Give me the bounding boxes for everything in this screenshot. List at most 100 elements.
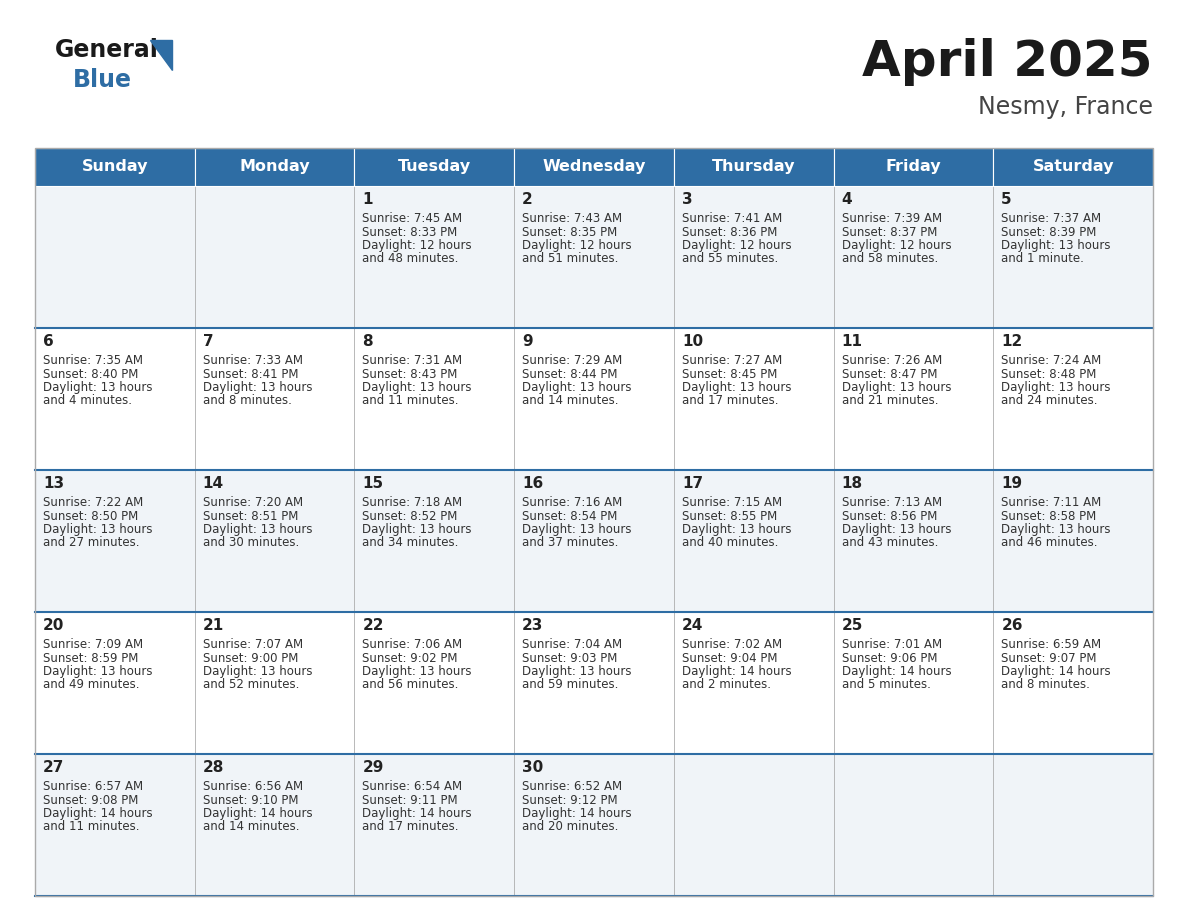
Text: and 27 minutes.: and 27 minutes.	[43, 536, 139, 550]
Bar	[834, 148, 993, 186]
Text: Daylight: 13 hours: Daylight: 13 hours	[523, 381, 632, 394]
Text: Sunset: 8:51 PM: Sunset: 8:51 PM	[203, 509, 298, 522]
Text: and 5 minutes.: and 5 minutes.	[841, 678, 930, 691]
Bar	[674, 328, 834, 470]
Text: Sunset: 8:35 PM: Sunset: 8:35 PM	[523, 226, 618, 239]
Text: Saturday: Saturday	[1032, 160, 1114, 174]
Text: and 55 minutes.: and 55 minutes.	[682, 252, 778, 265]
Text: Daylight: 13 hours: Daylight: 13 hours	[1001, 523, 1111, 536]
Text: and 14 minutes.: and 14 minutes.	[203, 821, 299, 834]
Text: 16: 16	[523, 476, 543, 491]
Text: Sunrise: 7:45 AM: Sunrise: 7:45 AM	[362, 212, 462, 225]
Text: Sunset: 8:50 PM: Sunset: 8:50 PM	[43, 509, 138, 522]
Text: Daylight: 13 hours: Daylight: 13 hours	[682, 523, 791, 536]
Text: Sunrise: 7:37 AM: Sunrise: 7:37 AM	[1001, 212, 1101, 225]
Text: Sunset: 8:59 PM: Sunset: 8:59 PM	[43, 652, 138, 665]
Text: 18: 18	[841, 476, 862, 491]
Text: 9: 9	[523, 334, 532, 349]
Text: 25: 25	[841, 618, 862, 633]
Text: Sunset: 8:41 PM: Sunset: 8:41 PM	[203, 367, 298, 380]
Bar	[514, 148, 674, 186]
Bar	[514, 754, 674, 896]
Bar	[674, 470, 834, 612]
Text: Sunrise: 7:26 AM: Sunrise: 7:26 AM	[841, 354, 942, 367]
Text: and 2 minutes.: and 2 minutes.	[682, 678, 771, 691]
Bar	[195, 754, 354, 896]
Text: and 49 minutes.: and 49 minutes.	[43, 678, 139, 691]
Text: 26: 26	[1001, 618, 1023, 633]
Text: Sunset: 8:37 PM: Sunset: 8:37 PM	[841, 226, 937, 239]
Text: Daylight: 13 hours: Daylight: 13 hours	[523, 665, 632, 678]
Text: Daylight: 13 hours: Daylight: 13 hours	[203, 523, 312, 536]
Bar	[354, 754, 514, 896]
Text: and 17 minutes.: and 17 minutes.	[362, 821, 459, 834]
Text: Sunset: 8:56 PM: Sunset: 8:56 PM	[841, 509, 937, 522]
Text: Daylight: 14 hours: Daylight: 14 hours	[841, 665, 952, 678]
Text: Sunset: 9:02 PM: Sunset: 9:02 PM	[362, 652, 457, 665]
Text: and 51 minutes.: and 51 minutes.	[523, 252, 619, 265]
Bar	[195, 470, 354, 612]
Text: 15: 15	[362, 476, 384, 491]
Text: Daylight: 14 hours: Daylight: 14 hours	[523, 807, 632, 820]
Text: 3: 3	[682, 192, 693, 207]
Text: Sunrise: 7:24 AM: Sunrise: 7:24 AM	[1001, 354, 1101, 367]
Text: Wednesday: Wednesday	[542, 160, 646, 174]
Text: Sunset: 8:54 PM: Sunset: 8:54 PM	[523, 509, 618, 522]
Text: 8: 8	[362, 334, 373, 349]
Text: Sunrise: 7:18 AM: Sunrise: 7:18 AM	[362, 496, 462, 509]
Text: 6: 6	[43, 334, 53, 349]
Bar	[993, 328, 1154, 470]
Bar	[514, 186, 674, 328]
Text: and 37 minutes.: and 37 minutes.	[523, 536, 619, 550]
Text: and 52 minutes.: and 52 minutes.	[203, 678, 299, 691]
Text: Daylight: 13 hours: Daylight: 13 hours	[203, 665, 312, 678]
Bar	[34, 186, 195, 328]
Text: Sunset: 9:06 PM: Sunset: 9:06 PM	[841, 652, 937, 665]
Bar	[993, 470, 1154, 612]
Text: Sunset: 9:03 PM: Sunset: 9:03 PM	[523, 652, 618, 665]
Text: Daylight: 14 hours: Daylight: 14 hours	[362, 807, 472, 820]
Text: Daylight: 12 hours: Daylight: 12 hours	[362, 239, 472, 252]
Text: Daylight: 12 hours: Daylight: 12 hours	[841, 239, 952, 252]
Text: Daylight: 14 hours: Daylight: 14 hours	[43, 807, 152, 820]
Text: Sunset: 8:40 PM: Sunset: 8:40 PM	[43, 367, 138, 380]
Text: Sunrise: 7:31 AM: Sunrise: 7:31 AM	[362, 354, 462, 367]
Text: 22: 22	[362, 618, 384, 633]
Text: Blue: Blue	[72, 68, 132, 92]
Text: 11: 11	[841, 334, 862, 349]
Text: Sunrise: 7:04 AM: Sunrise: 7:04 AM	[523, 638, 623, 651]
Text: Sunrise: 6:54 AM: Sunrise: 6:54 AM	[362, 780, 462, 793]
Text: Daylight: 13 hours: Daylight: 13 hours	[362, 381, 472, 394]
Text: and 4 minutes.: and 4 minutes.	[43, 395, 132, 408]
Text: Sunrise: 7:09 AM: Sunrise: 7:09 AM	[43, 638, 143, 651]
Bar	[354, 470, 514, 612]
Bar	[834, 612, 993, 754]
Text: Daylight: 12 hours: Daylight: 12 hours	[523, 239, 632, 252]
Text: Daylight: 14 hours: Daylight: 14 hours	[682, 665, 791, 678]
Text: and 8 minutes.: and 8 minutes.	[1001, 678, 1091, 691]
Text: and 11 minutes.: and 11 minutes.	[362, 395, 459, 408]
Bar	[514, 470, 674, 612]
Bar	[834, 470, 993, 612]
Bar	[195, 612, 354, 754]
Text: Daylight: 13 hours: Daylight: 13 hours	[362, 665, 472, 678]
Text: and 40 minutes.: and 40 minutes.	[682, 536, 778, 550]
Text: Monday: Monday	[239, 160, 310, 174]
Text: Sunrise: 6:59 AM: Sunrise: 6:59 AM	[1001, 638, 1101, 651]
Text: Daylight: 14 hours: Daylight: 14 hours	[203, 807, 312, 820]
Text: Sunday: Sunday	[82, 160, 148, 174]
Text: and 21 minutes.: and 21 minutes.	[841, 395, 939, 408]
Text: Sunset: 8:52 PM: Sunset: 8:52 PM	[362, 509, 457, 522]
Text: and 58 minutes.: and 58 minutes.	[841, 252, 937, 265]
Bar	[34, 148, 1154, 896]
Text: 12: 12	[1001, 334, 1023, 349]
Text: Daylight: 13 hours: Daylight: 13 hours	[1001, 381, 1111, 394]
Bar	[34, 612, 195, 754]
Text: Daylight: 13 hours: Daylight: 13 hours	[523, 523, 632, 536]
Bar	[354, 148, 514, 186]
Text: Daylight: 13 hours: Daylight: 13 hours	[43, 665, 152, 678]
Text: Sunset: 9:12 PM: Sunset: 9:12 PM	[523, 793, 618, 807]
Bar	[354, 612, 514, 754]
Text: Daylight: 14 hours: Daylight: 14 hours	[1001, 665, 1111, 678]
Text: Sunset: 8:48 PM: Sunset: 8:48 PM	[1001, 367, 1097, 380]
